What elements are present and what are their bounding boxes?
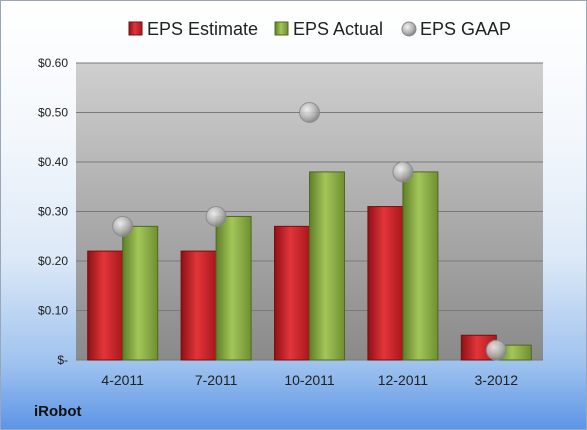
x-axis-categories: 4-2011 7-2011 10-2011 12-2011 3-2012 xyxy=(101,372,518,388)
x-category-label: 3-2012 xyxy=(475,372,519,388)
x-category-label: 4-2011 xyxy=(101,372,144,388)
y-axis-ticks: $0.60 $0.50 $0.40 $0.30 $0.20 $0.10 $- xyxy=(38,56,68,367)
legend-eps-actual-label: EPS Actual xyxy=(293,19,383,39)
company-name: iRobot xyxy=(34,403,82,420)
legend-eps-estimate-swatch xyxy=(128,21,143,36)
eps-estimate-bar xyxy=(367,206,404,361)
y-tick-label: $0.40 xyxy=(38,155,68,169)
eps-gaap-marker xyxy=(205,205,227,227)
y-tick-label: $0.20 xyxy=(38,254,68,268)
eps-gaap-marker xyxy=(112,215,134,237)
gaap-markers xyxy=(112,102,507,361)
legend: EPS Estimate EPS Actual EPS GAAP xyxy=(128,19,511,39)
eps-estimate-bar xyxy=(180,250,217,361)
eps-actual-bar xyxy=(122,225,159,361)
y-tick-label: $- xyxy=(57,353,68,367)
legend-eps-actual-swatch xyxy=(274,21,289,36)
eps-gaap-marker xyxy=(299,102,320,123)
y-tick-label: $0.50 xyxy=(38,106,68,120)
eps-gaap-marker xyxy=(392,161,414,183)
eps-gaap-marker xyxy=(485,339,507,361)
eps-actual-bar xyxy=(309,171,345,361)
legend-eps-estimate-label: EPS Estimate xyxy=(147,19,258,39)
eps-actual-bar xyxy=(402,171,439,361)
eps-estimate-bar xyxy=(274,225,310,361)
bars xyxy=(87,171,532,361)
y-tick-label: $0.30 xyxy=(38,205,68,219)
legend-eps-gaap-label: EPS GAAP xyxy=(420,19,511,39)
x-category-label: 7-2011 xyxy=(195,372,238,388)
y-tick-label: $0.60 xyxy=(38,56,68,70)
eps-actual-bar xyxy=(215,215,252,361)
x-category-label: 12-2011 xyxy=(378,372,429,388)
legend-eps-gaap-swatch xyxy=(401,21,417,37)
x-category-label: 10-2011 xyxy=(284,372,335,388)
eps-estimate-bar xyxy=(87,250,124,361)
y-tick-label: $0.10 xyxy=(38,304,68,318)
